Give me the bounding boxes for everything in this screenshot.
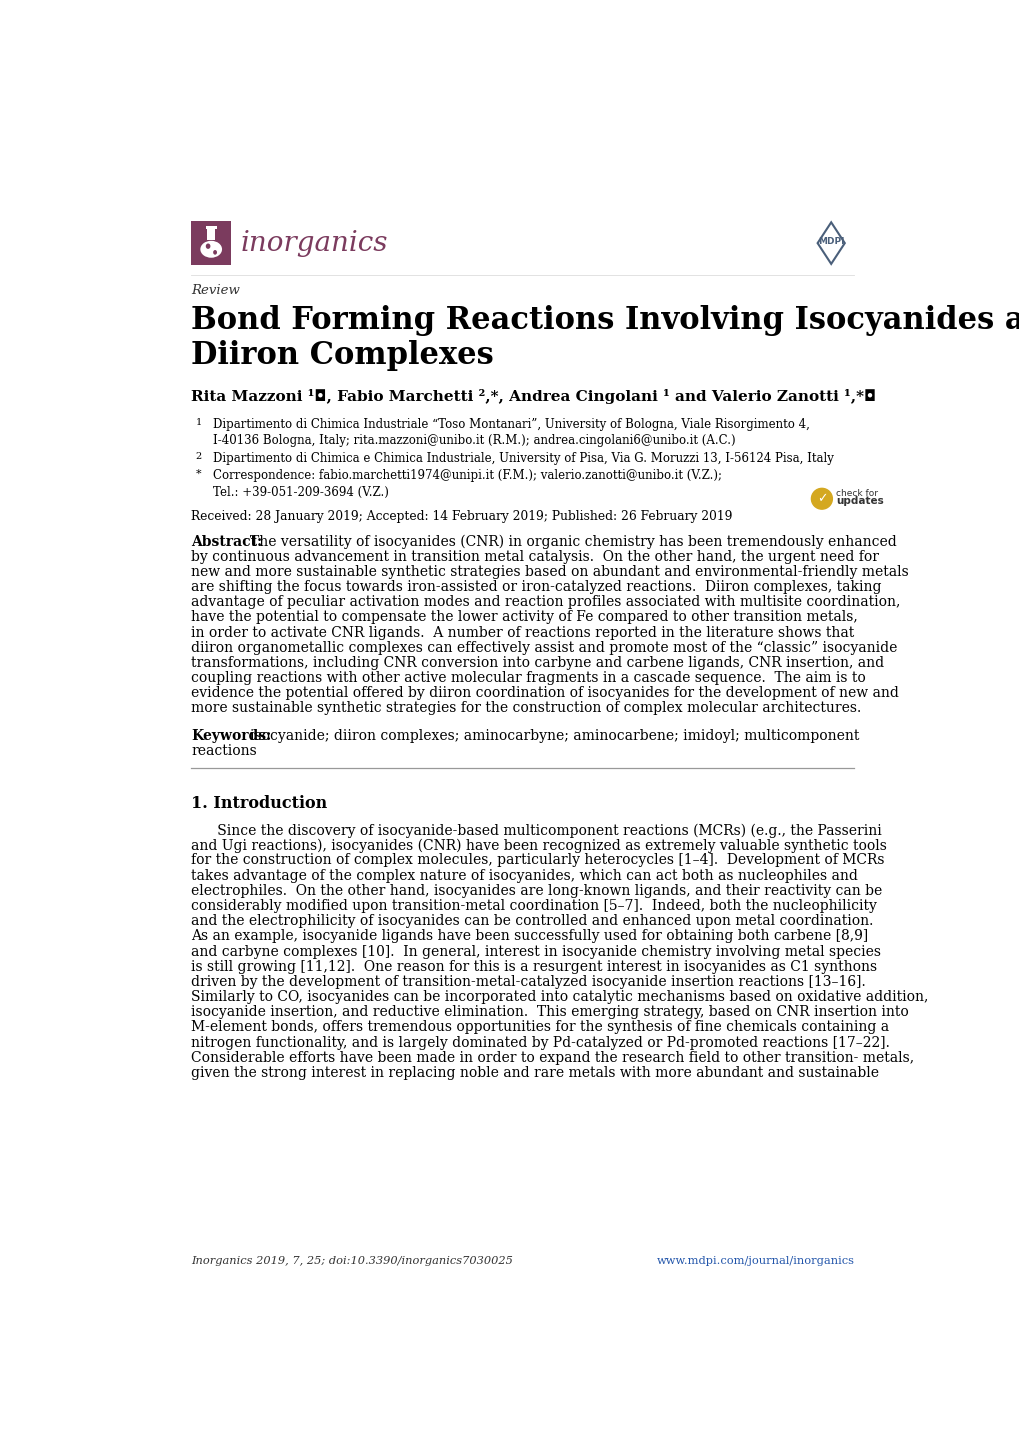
Text: and carbyne complexes [10].  In general, interest in isocyanide chemistry involv: and carbyne complexes [10]. In general, … — [191, 945, 880, 959]
Text: for the construction of complex molecules, particularly heterocycles [1–4].  Dev: for the construction of complex molecule… — [191, 854, 883, 868]
Text: new and more sustainable synthetic strategies based on abundant and environmenta: new and more sustainable synthetic strat… — [191, 565, 908, 578]
Text: isocyanide; diiron complexes; aminocarbyne; aminocarbene; imidoyl; multicomponen: isocyanide; diiron complexes; aminocarby… — [250, 728, 858, 743]
Text: are shifting the focus towards iron-assisted or iron-catalyzed reactions.  Diiro: are shifting the focus towards iron-assi… — [191, 580, 880, 594]
Text: nitrogen functionality, and is largely dominated by Pd-catalyzed or Pd-promoted : nitrogen functionality, and is largely d… — [191, 1035, 889, 1050]
Text: Diiron Complexes: Diiron Complexes — [191, 340, 493, 371]
Text: is still growing [11,12].  One reason for this is a resurgent interest in isocya: is still growing [11,12]. One reason for… — [191, 960, 876, 973]
Text: takes advantage of the complex nature of isocyanides, which can act both as nucl: takes advantage of the complex nature of… — [191, 868, 857, 883]
Text: isocyanide insertion, and reductive elimination.  This emerging strategy, based : isocyanide insertion, and reductive elim… — [191, 1005, 908, 1019]
Text: Correspondence: fabio.marchetti1974@unipi.it (F.M.); valerio.zanotti@unibo.it (V: Correspondence: fabio.marchetti1974@unip… — [213, 469, 721, 482]
Text: more sustainable synthetic strategies for the construction of complex molecular : more sustainable synthetic strategies fo… — [191, 701, 860, 715]
Text: transformations, including CNR conversion into carbyne and carbene ligands, CNR : transformations, including CNR conversio… — [191, 656, 883, 671]
FancyBboxPatch shape — [206, 226, 216, 229]
Text: www.mdpi.com/journal/inorganics: www.mdpi.com/journal/inorganics — [656, 1256, 854, 1266]
Text: M-element bonds, offers tremendous opportunities for the synthesis of fine chemi: M-element bonds, offers tremendous oppor… — [191, 1021, 889, 1034]
Text: ✓: ✓ — [816, 492, 826, 505]
Text: Dipartimento di Chimica e Chimica Industriale, University of Pisa, Via G. Moruzz: Dipartimento di Chimica e Chimica Indust… — [213, 451, 833, 464]
Text: electrophiles.  On the other hand, isocyanides are long-known ligands, and their: electrophiles. On the other hand, isocya… — [191, 884, 881, 898]
Text: given the strong interest in replacing noble and rare metals with more abundant : given the strong interest in replacing n… — [191, 1066, 878, 1080]
Text: Keywords:: Keywords: — [191, 728, 271, 743]
Text: Rita Mazzoni ¹◘, Fabio Marchetti ²,*, Andrea Cingolani ¹ and Valerio Zanotti ¹,*: Rita Mazzoni ¹◘, Fabio Marchetti ²,*, An… — [191, 389, 875, 404]
Text: and Ugi reactions), isocyanides (CNR) have been recognized as extremely valuable: and Ugi reactions), isocyanides (CNR) ha… — [191, 838, 887, 852]
Text: Tel.: +39-051-209-3694 (V.Z.): Tel.: +39-051-209-3694 (V.Z.) — [213, 486, 388, 499]
Circle shape — [811, 489, 832, 509]
Text: reactions: reactions — [191, 744, 257, 758]
Text: driven by the development of transition-metal-catalyzed isocyanide insertion rea: driven by the development of transition-… — [191, 975, 865, 989]
Text: inorganics: inorganics — [240, 229, 388, 257]
Text: in order to activate CNR ligands.  A number of reactions reported in the literat: in order to activate CNR ligands. A numb… — [191, 626, 854, 640]
Text: 1. Introduction: 1. Introduction — [191, 796, 327, 812]
Text: As an example, isocyanide ligands have been successfully used for obtaining both: As an example, isocyanide ligands have b… — [191, 929, 867, 943]
Text: advantage of peculiar activation modes and reaction profiles associated with mul: advantage of peculiar activation modes a… — [191, 596, 900, 609]
Text: Dipartimento di Chimica Industriale “Toso Montanari”, University of Bologna, Via: Dipartimento di Chimica Industriale “Tos… — [213, 418, 809, 431]
Text: Review: Review — [191, 284, 239, 297]
Text: Since the discovery of isocyanide-based multicomponent reactions (MCRs) (e.g., t: Since the discovery of isocyanide-based … — [191, 823, 881, 838]
Text: Bond Forming Reactions Involving Isocyanides at: Bond Forming Reactions Involving Isocyan… — [191, 306, 1019, 336]
FancyBboxPatch shape — [191, 221, 231, 265]
Text: Similarly to CO, isocyanides can be incorporated into catalytic mechanisms based: Similarly to CO, isocyanides can be inco… — [191, 991, 927, 1004]
Ellipse shape — [206, 244, 210, 249]
Text: Inorganics 2019, 7, 25; doi:10.3390/inorganics7030025: Inorganics 2019, 7, 25; doi:10.3390/inor… — [191, 1256, 513, 1266]
Text: I-40136 Bologna, Italy; rita.mazzoni@unibo.it (R.M.); andrea.cingolani6@unibo.it: I-40136 Bologna, Italy; rita.mazzoni@uni… — [213, 434, 735, 447]
Polygon shape — [817, 222, 844, 264]
Text: Abstract:: Abstract: — [191, 535, 262, 548]
Text: evidence the potential offered by diiron coordination of isocyanides for the dev: evidence the potential offered by diiron… — [191, 686, 898, 701]
Text: Received: 28 January 2019; Accepted: 14 February 2019; Published: 26 February 20: Received: 28 January 2019; Accepted: 14 … — [191, 510, 732, 523]
Ellipse shape — [213, 249, 217, 255]
Text: check for: check for — [836, 489, 877, 499]
Text: 1: 1 — [196, 418, 202, 427]
Text: Considerable efforts have been made in order to expand the research field to oth: Considerable efforts have been made in o… — [191, 1051, 913, 1064]
Text: have the potential to compensate the lower activity of Fe compared to other tran: have the potential to compensate the low… — [191, 610, 857, 624]
Text: *: * — [196, 469, 202, 479]
Ellipse shape — [200, 241, 222, 258]
Text: updates: updates — [836, 496, 883, 506]
Text: MDPI: MDPI — [817, 236, 844, 247]
FancyBboxPatch shape — [207, 228, 215, 239]
Text: coupling reactions with other active molecular fragments in a cascade sequence. : coupling reactions with other active mol… — [191, 671, 865, 685]
Text: The versatility of isocyanides (CNR) in organic chemistry has been tremendously : The versatility of isocyanides (CNR) in … — [250, 535, 896, 549]
Text: 2: 2 — [196, 451, 202, 461]
Text: diiron organometallic complexes can effectively assist and promote most of the “: diiron organometallic complexes can effe… — [191, 640, 897, 655]
Text: by continuous advancement in transition metal catalysis.  On the other hand, the: by continuous advancement in transition … — [191, 549, 878, 564]
Text: and the electrophilicity of isocyanides can be controlled and enhanced upon meta: and the electrophilicity of isocyanides … — [191, 914, 872, 929]
Text: considerably modified upon transition-metal coordination [5–7].  Indeed, both th: considerably modified upon transition-me… — [191, 898, 876, 913]
